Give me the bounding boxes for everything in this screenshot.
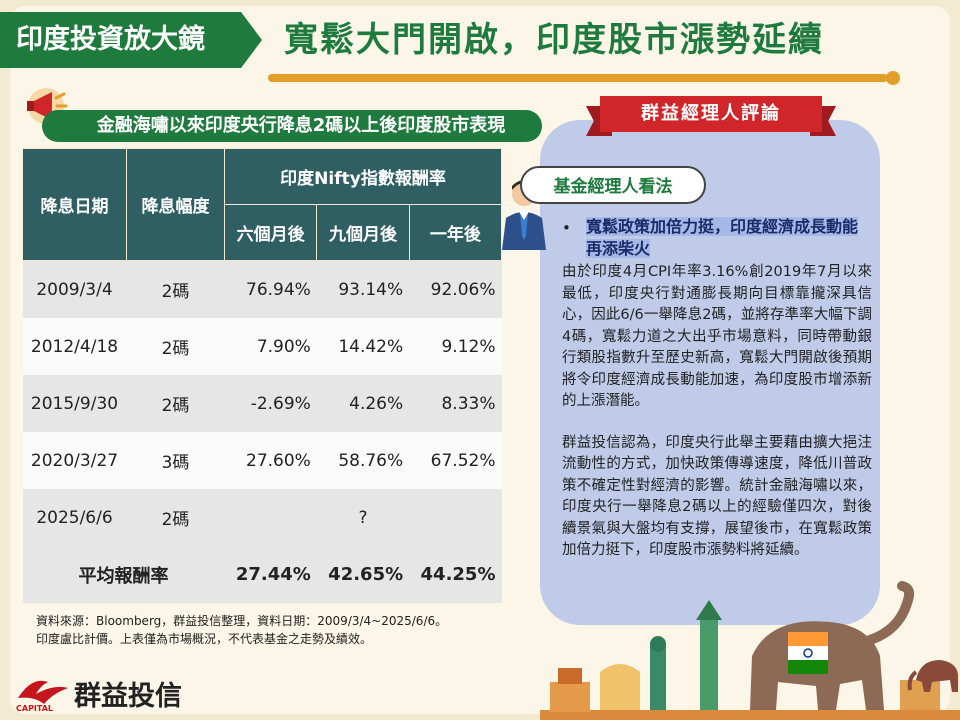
cell-6m: 7.90% — [224, 318, 317, 375]
title-underline — [268, 74, 888, 82]
table-row: 2015/9/30 2碼 -2.69% 4.26% 8.33% — [22, 375, 502, 432]
commentary-headline: 寬鬆政策加倍力挺，印度經濟成長動能再添柴火 — [586, 217, 859, 258]
cell-cut: 2碼 — [126, 318, 225, 375]
source-note-line2: 印度盧比計價。上表僅為市場概況，不代表基金之走勢及績效。 — [36, 632, 373, 646]
capital-logo-icon — [18, 680, 68, 704]
cell-1y: 92.06% — [409, 260, 502, 318]
col-header-date: 降息日期 — [22, 148, 127, 261]
cell-9m: 93.14% — [316, 260, 410, 318]
table-title: 金融海嘯以來印度央行降息2碼以上後印度股市表現 — [42, 110, 542, 142]
table-row: 2020/3/27 3碼 27.60% 58.76% 67.52% — [22, 432, 502, 489]
cell-avg-1y: 44.25% — [409, 546, 502, 603]
cell-9m: 14.42% — [316, 318, 410, 375]
source-note: 資料來源：Bloomberg，群益投信整理，資料日期：2009/3/4~2025… — [36, 612, 536, 648]
cell-cut: 2碼 — [126, 489, 225, 546]
cell-date: 2012/4/18 — [22, 318, 127, 375]
cell-1y: 67.52% — [409, 432, 502, 489]
ribbon-title: 群益經理人評論 — [600, 96, 822, 132]
cell-date: 2015/9/30 — [22, 375, 127, 432]
india-landmarks-illustration — [540, 581, 960, 720]
col-header-cut: 降息幅度 — [126, 148, 225, 261]
manager-bubble: 基金經理人看法 — [520, 166, 706, 204]
cell-average-label: 平均報酬率 — [22, 546, 225, 603]
cell-date: 2009/3/4 — [22, 260, 127, 318]
cell-date: 2020/3/27 — [22, 432, 127, 489]
bullet-marker: • — [562, 219, 571, 237]
title-underline-dot — [886, 71, 900, 85]
cell-cut: 2碼 — [126, 375, 225, 432]
ribbon-banner: 群益經理人評論 — [586, 94, 836, 138]
table-row: 2009/3/4 2碼 76.94% 93.14% 92.06% — [22, 260, 502, 318]
commentary-paragraph-1: 由於印度4月CPI年率3.16%創2019年7月以來最低，印度央行對通膨長期向目… — [562, 264, 872, 409]
commentary-body: 由於印度4月CPI年率3.16%創2019年7月以來最低，印度央行對通膨長期向目… — [562, 262, 872, 582]
table-row: 2012/4/18 2碼 7.90% 14.42% 9.12% — [22, 318, 502, 375]
cell-avg-9m: 42.65% — [316, 546, 410, 603]
table-row-pending: 2025/6/6 2碼 ? — [22, 489, 502, 546]
commentary-panel — [540, 120, 880, 625]
cell-6m: 27.60% — [224, 432, 317, 489]
cell-9m: 4.26% — [316, 375, 410, 432]
cell-1y: 8.33% — [409, 375, 502, 432]
commentary-paragraph-2: 群益投信認為，印度央行此舉主要藉由擴大挹注流動性的方式，加快政策傳導速度，降低川… — [562, 434, 872, 559]
cell-cut: 2碼 — [126, 260, 225, 318]
cell-cut: 3碼 — [126, 432, 225, 489]
col-header-9m: 九個月後 — [316, 204, 410, 261]
cell-6m: 76.94% — [224, 260, 317, 318]
col-header-6m: 六個月後 — [223, 204, 318, 261]
source-note-line1: 資料來源：Bloomberg，群益投信整理，資料日期：2009/3/4~2025… — [36, 614, 448, 628]
cell-pending: ? — [224, 489, 502, 546]
col-header-1y: 一年後 — [408, 204, 503, 261]
logo-sub: CAPITAL — [16, 704, 54, 713]
cell-1y: 9.12% — [409, 318, 502, 375]
cell-6m: -2.69% — [224, 375, 317, 432]
performance-table: 降息日期 降息幅度 印度Nifty指數報酬率 六個月後 九個月後 一年後 200… — [22, 148, 503, 603]
cell-date: 2025/6/6 — [22, 489, 127, 546]
page-title: 寬鬆大門開啟，印度股市漲勢延續 — [284, 20, 824, 60]
table-row-average: 平均報酬率 27.44% 42.65% 44.25% — [22, 546, 502, 603]
cell-9m: 58.76% — [316, 432, 410, 489]
logo-name: 群益投信 — [74, 681, 182, 712]
cell-avg-6m: 27.44% — [224, 546, 317, 603]
elephant-illustration — [750, 581, 915, 710]
col-header-group: 印度Nifty指數報酬率 — [224, 148, 502, 205]
header-tag: 印度投資放大鏡 — [0, 12, 262, 68]
